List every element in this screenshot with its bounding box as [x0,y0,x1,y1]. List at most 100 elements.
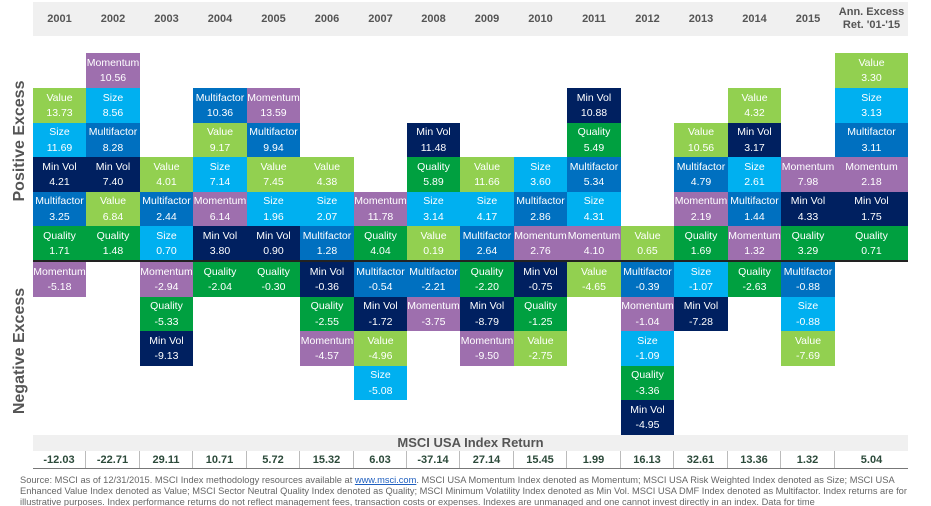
factor-name: Min Vol [149,334,184,347]
factor-cell: Multifactor 2.64 [460,226,514,261]
factor-value: 9.17 [209,141,231,154]
factor-name: Size [102,91,124,104]
factor-cell: Momentum -5.18 [33,262,86,297]
factor-value: 4.01 [156,176,177,189]
factor-value: -4.96 [368,350,393,363]
factor-value: 1.69 [690,245,712,258]
factor-value: 0.71 [861,245,882,258]
index-return-value: 5.04 [860,453,883,466]
factor-cell: Momentum -9.50 [460,331,514,366]
factor-cell: Momentum -3.75 [407,296,460,332]
factor-name: Momentum [140,265,193,278]
factor-name: Size [263,195,284,208]
factor-value: -0.30 [261,280,286,293]
factor-cell: Quality 3.29 [781,226,835,261]
factor-name: Min Vol [309,265,345,278]
factor-name: Momentum [193,195,247,208]
factor-cell: Min Vol 11.48 [407,122,460,158]
factor-name: Quality [417,160,450,173]
factor-value: 3.17 [744,141,765,154]
factor-cell: Min Vol 7.40 [86,157,140,192]
factor-value: 2.44 [156,210,177,223]
factor-value: 10.56 [687,141,715,154]
column-header: 2009 [474,12,500,25]
factor-value: 7.45 [263,176,284,189]
factor-name: Momentum [354,195,407,208]
factor-value: 13.59 [260,106,287,119]
factor-cell: Multifactor 4.79 [674,157,728,192]
factor-cell: Multifactor 8.28 [86,122,140,158]
factor-cell: Momentum 2.18 [835,157,908,192]
factor-cell: Value 10.56 [674,122,728,158]
factor-value: 11.48 [420,141,447,154]
factor-cell: Size 4.17 [460,191,514,227]
factor-name: Value [634,230,661,243]
factor-name: Momentum [567,230,621,243]
factor-cell: Multifactor 3.25 [33,191,86,227]
factor-name: Value [367,334,394,347]
factor-cell: Min Vol 4.33 [781,191,835,227]
factor-name: Multifactor [847,126,896,139]
factor-value: -9.50 [475,350,499,363]
factor-name: Quality [855,230,888,243]
factor-name: Value [206,126,234,139]
factor-cell: Min Vol -8.79 [460,296,514,332]
factor-cell: Multifactor 1.44 [728,191,781,227]
column-header: 2012 [635,12,660,25]
index-return-value: 6.03 [354,451,407,468]
factor-cell: Momentum 7.98 [781,157,835,192]
factor-value: -0.54 [368,280,393,293]
factor-cell: Value -7.69 [781,331,835,366]
factor-cell: Size 0.70 [140,226,193,261]
factor-name: Min Vol [854,195,889,208]
factor-name: Quality [203,265,237,278]
factor-name: Value [580,265,608,278]
factor-name: Value [313,160,341,173]
index-return-value: 10.71 [193,451,247,468]
factor-name: Momentum [728,230,781,243]
factor-cell: Momentum 4.10 [567,226,621,261]
factor-value: 2.07 [316,210,338,223]
factor-name: Min Vol [416,126,451,139]
factor-value: 1.48 [102,245,124,258]
factor-value: 7.14 [209,176,231,189]
index-return-value: 15.45 [514,451,567,468]
factor-name: Momentum [845,160,898,173]
factor-cell: Momentum 2.76 [514,226,567,261]
factor-cell: Momentum 13.59 [247,88,300,123]
factor-name: Momentum [407,300,460,313]
factor-value: -2.63 [742,280,767,293]
msci-link[interactable]: www.msci.com [354,475,417,485]
factor-name: Momentum [300,334,354,347]
factor-cell: Size -0.88 [781,296,835,332]
factor-name: Min Vol [202,230,238,243]
factor-name: Value [99,195,127,208]
factor-value: -8.79 [475,315,499,328]
factor-name: Value [741,91,768,104]
factor-cell: Momentum 6.14 [193,191,247,227]
factor-value: 4.33 [797,210,819,223]
factor-value: 3.13 [861,106,882,119]
factor-value: 13.73 [46,106,73,119]
negative-excess-label: Negative Excess [11,287,28,415]
footer-line [33,468,908,469]
factor-value: 7.98 [797,176,819,189]
factor-cell: Size 2.61 [728,157,781,192]
factor-name: Value [527,334,554,347]
factor-cell: Quality 5.89 [407,157,460,192]
factor-cell: Value 4.38 [300,157,354,192]
factor-cell: Value 9.17 [193,122,247,158]
factor-value: 3.25 [49,210,70,223]
factor-name: Momentum [781,160,835,173]
index-return-value: -12.03 [33,451,86,468]
factor-name: Min Vol [683,300,719,313]
factor-value: -2.75 [528,350,553,363]
column-header: 2013 [688,12,714,25]
factor-value: -4.65 [582,280,606,293]
factor-value: 3.80 [209,245,231,258]
factor-value: 8.56 [102,106,124,119]
factor-name: Multifactor [356,265,405,278]
factor-cell: Size 7.14 [193,157,247,192]
factor-cell: Min Vol 10.88 [567,88,621,123]
factor-value: 7.40 [102,176,124,189]
